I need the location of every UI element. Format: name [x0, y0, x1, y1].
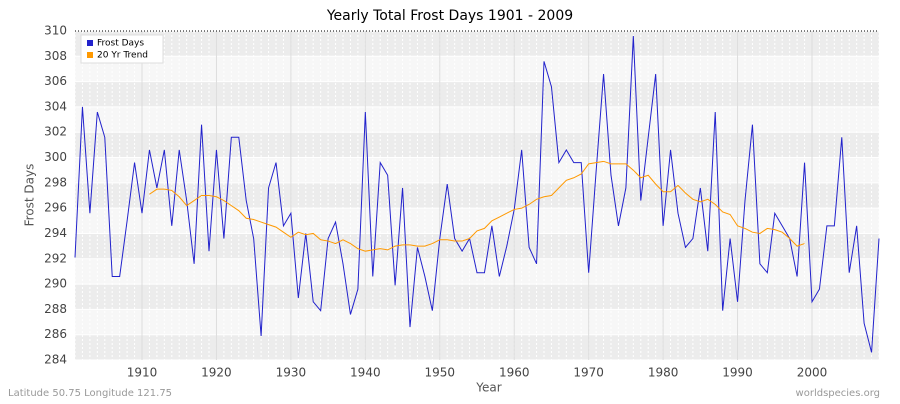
x-axis-label: Year: [475, 381, 501, 395]
x-tick-label: 1910: [127, 366, 158, 380]
y-tick-label: 300: [44, 150, 67, 164]
y-tick-label: 298: [44, 175, 67, 189]
legend-swatch: [87, 52, 93, 58]
x-tick-label: 1930: [276, 366, 307, 380]
data-line: [149, 160, 805, 252]
x-tick-label: 1950: [425, 366, 456, 380]
x-tick-label: 1970: [573, 366, 604, 380]
x-tick-label: 1920: [201, 366, 232, 380]
x-tick-label: 1940: [350, 366, 381, 380]
legend-label: Frost Days: [97, 39, 144, 49]
y-tick-label: 296: [44, 201, 67, 215]
y-tick-label: 306: [44, 74, 67, 88]
y-tick-label: 294: [44, 226, 67, 240]
y-tick-label: 292: [44, 251, 67, 265]
x-tick-label: 2000: [797, 366, 828, 380]
y-tick-label: 308: [44, 49, 67, 63]
footer-right: worldspecies.org: [796, 388, 880, 399]
legend-label: 20 Yr Trend: [97, 51, 148, 61]
y-tick-label: 286: [44, 327, 67, 341]
y-tick-label: 304: [44, 99, 67, 113]
y-axis-label: Frost Days: [23, 164, 37, 227]
footer-left: Latitude 50.75 Longitude 121.75: [8, 388, 172, 399]
y-tick-label: 310: [44, 24, 67, 38]
y-tick-label: 284: [44, 353, 67, 367]
data-line: [74, 36, 880, 353]
x-tick-label: 1980: [648, 366, 679, 380]
legend-swatch: [87, 40, 93, 46]
x-tick-label: 1990: [722, 366, 753, 380]
plot-background: [74, 30, 880, 361]
y-tick-label: 290: [44, 277, 67, 291]
chart-title: Yearly Total Frost Days 1901 - 2009: [326, 8, 573, 24]
y-tick-label: 302: [44, 125, 67, 139]
grid-band: [75, 81, 879, 107]
y-tick-label: 288: [44, 302, 67, 316]
legend-box: [80, 34, 164, 64]
x-tick-label: 1960: [499, 366, 530, 380]
